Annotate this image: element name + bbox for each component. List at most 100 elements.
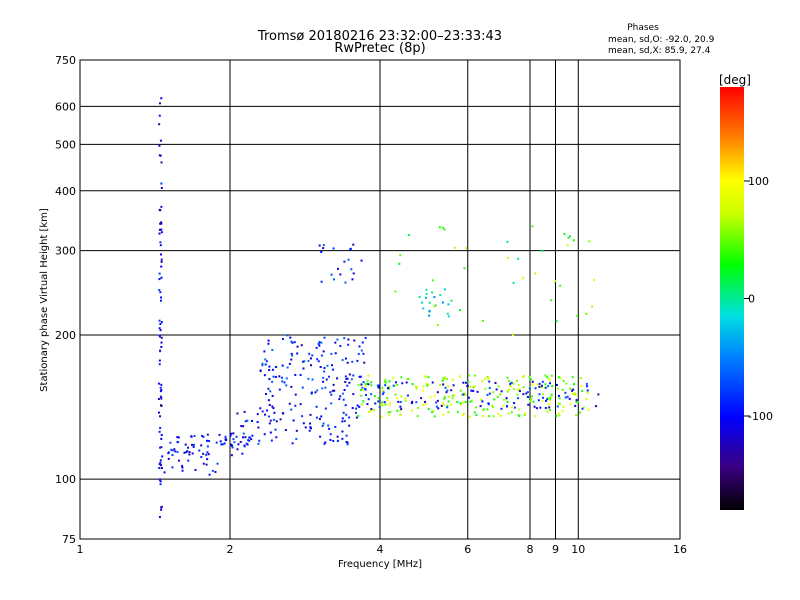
- data-point: [160, 345, 163, 348]
- data-point: [265, 360, 268, 363]
- data-point: [158, 102, 161, 105]
- x-tick-label: 6: [464, 543, 471, 556]
- data-point: [400, 395, 403, 398]
- data-point: [361, 341, 364, 344]
- data-point: [537, 399, 540, 402]
- data-point: [158, 463, 161, 466]
- data-point: [529, 378, 532, 381]
- data-point: [549, 399, 552, 402]
- data-point: [436, 399, 439, 402]
- data-point: [261, 410, 264, 413]
- data-point: [559, 284, 562, 287]
- data-point: [160, 161, 163, 164]
- data-point: [468, 415, 471, 418]
- data-point: [406, 394, 409, 397]
- data-point: [549, 395, 552, 398]
- data-point: [294, 373, 297, 376]
- data-point: [463, 267, 466, 270]
- data-point: [483, 377, 486, 380]
- data-point: [242, 432, 245, 435]
- data-point: [332, 439, 335, 442]
- data-point: [422, 385, 425, 388]
- data-point: [308, 352, 311, 355]
- data-point: [473, 411, 476, 414]
- data-point: [452, 384, 455, 387]
- data-point: [320, 341, 323, 344]
- data-point: [243, 410, 246, 413]
- data-point: [421, 403, 424, 406]
- data-point: [320, 280, 323, 283]
- data-point: [531, 395, 534, 398]
- data-point: [486, 375, 489, 378]
- data-point: [460, 403, 463, 406]
- data-point: [208, 440, 211, 443]
- data-point: [487, 402, 490, 405]
- data-point: [347, 343, 350, 346]
- data-point: [529, 400, 532, 403]
- data-point: [389, 402, 392, 405]
- data-point: [347, 338, 350, 341]
- data-point: [370, 408, 373, 411]
- data-point: [290, 358, 293, 361]
- data-point: [158, 479, 161, 482]
- data-point: [281, 380, 284, 383]
- data-point: [307, 377, 310, 380]
- data-point: [285, 377, 288, 380]
- data-point: [352, 374, 355, 377]
- data-point: [258, 439, 261, 442]
- data-point: [440, 404, 443, 407]
- data-point: [438, 226, 441, 229]
- data-point: [159, 446, 162, 449]
- data-point: [487, 378, 490, 381]
- data-point: [161, 455, 164, 458]
- data-point: [360, 259, 363, 262]
- data-point: [475, 413, 478, 416]
- data-point: [206, 433, 209, 436]
- data-point: [158, 430, 161, 433]
- data-point: [487, 376, 490, 379]
- y-tick-label: 75: [62, 533, 76, 546]
- data-point: [500, 407, 503, 410]
- data-point: [348, 373, 351, 376]
- data-point: [427, 407, 430, 410]
- data-point: [388, 414, 391, 417]
- data-point: [442, 383, 445, 386]
- data-point: [290, 340, 293, 343]
- data-point: [533, 405, 536, 408]
- data-point: [447, 303, 450, 306]
- data-point: [346, 384, 349, 387]
- data-point: [539, 406, 542, 409]
- data-point: [309, 422, 312, 425]
- data-point: [376, 384, 379, 387]
- data-point: [345, 378, 348, 381]
- data-point: [468, 396, 471, 399]
- data-point: [187, 459, 190, 462]
- data-point: [378, 405, 381, 408]
- data-point: [283, 381, 286, 384]
- data-point: [499, 415, 502, 418]
- data-point: [388, 385, 391, 388]
- data-point: [411, 383, 414, 386]
- data-point: [222, 443, 225, 446]
- data-point: [443, 404, 446, 407]
- data-point: [431, 381, 434, 384]
- data-point: [299, 403, 302, 406]
- data-point: [575, 401, 578, 404]
- data-point: [377, 386, 380, 389]
- data-point: [423, 400, 426, 403]
- data-point: [462, 401, 465, 404]
- data-point: [581, 389, 584, 392]
- data-point: [517, 383, 520, 386]
- data-point: [415, 401, 418, 404]
- data-point: [158, 363, 161, 366]
- data-point: [578, 411, 581, 414]
- data-point: [281, 412, 284, 415]
- data-point: [433, 394, 436, 397]
- data-point: [194, 468, 197, 471]
- y-tick-labels: 75 100 200 300 400 500 600 750: [55, 54, 76, 546]
- data-point: [527, 403, 530, 406]
- data-point: [424, 375, 427, 378]
- data-point: [506, 240, 509, 243]
- data-point: [336, 435, 339, 438]
- data-point: [502, 404, 505, 407]
